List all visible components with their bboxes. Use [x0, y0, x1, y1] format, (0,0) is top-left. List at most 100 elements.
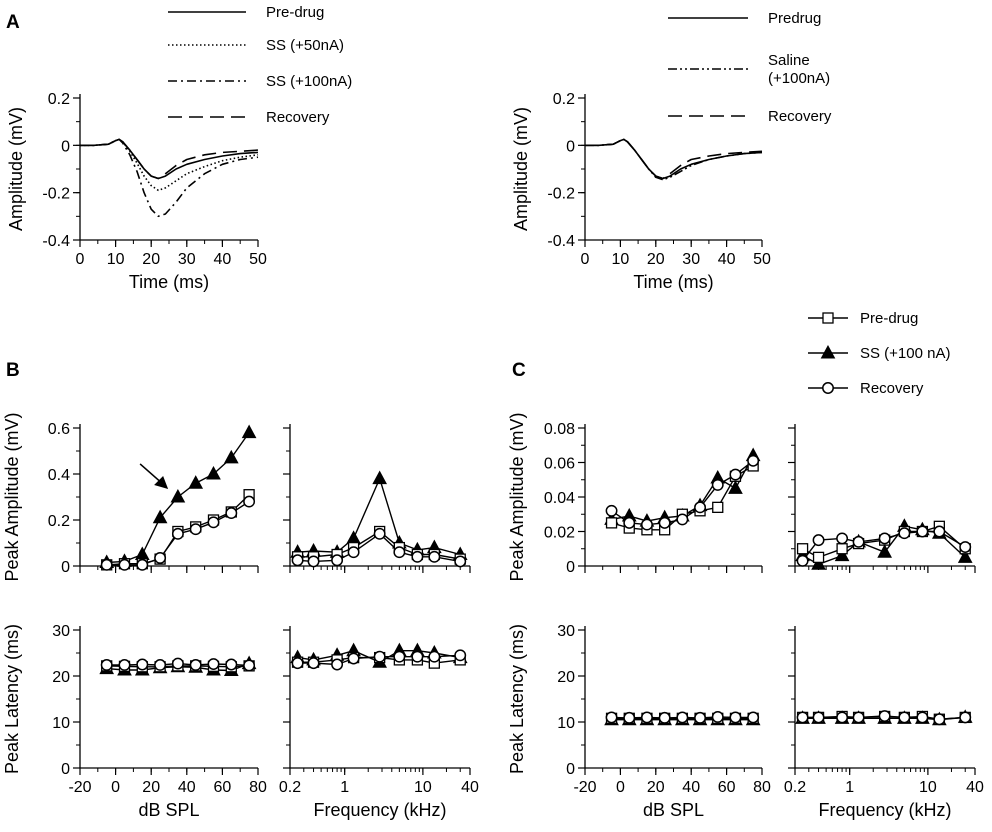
C_amp_level-point-circle — [641, 518, 653, 531]
B_lat_level-point-circle — [207, 658, 220, 670]
B_lat_freq-point-circle — [331, 658, 344, 671]
C_amp_freq-point-circle — [812, 534, 825, 547]
A_right-ytick-label: -0.4 — [547, 233, 575, 250]
C_lat_level-point-circle — [711, 710, 724, 723]
B_lat_level-point-circle — [189, 659, 202, 671]
C_lat_level-ytick-label: 10 — [557, 715, 575, 732]
C_lat_level-xtick-label: 80 — [753, 779, 771, 796]
C_amp_level-point-circle — [676, 513, 689, 526]
C_amp_level-ylabel: Peak Amplitude (mV) — [507, 412, 527, 581]
B_lat_level-xtick-label: 60 — [214, 779, 232, 796]
A_left-ytick-label: 0.2 — [48, 91, 70, 108]
B_lat_level-point-circle — [100, 659, 113, 671]
B_amp_level-point-triangle — [223, 449, 239, 464]
C_lat_level-xlabel: dB SPL — [643, 800, 704, 820]
C_lat_level-ytick-label: 30 — [557, 623, 575, 640]
C_lat_freq-point-circle — [852, 711, 865, 724]
C_lat_level-point-circle — [623, 711, 636, 724]
C_amp_level-ytick-label: 0.06 — [544, 456, 575, 473]
A_right-legend-label: Saline — [768, 52, 810, 69]
B_amp_freq-point-triangle — [372, 470, 387, 485]
B_amp_level-arrow-head — [154, 475, 169, 489]
C_lat_freq-point-circle — [898, 711, 911, 724]
A_left-ytick-label: 0 — [61, 138, 70, 155]
A_left-xtick-label: 10 — [107, 251, 125, 268]
A_right-xtick-label: 0 — [581, 251, 590, 268]
A_left-xtick-label: 0 — [76, 251, 85, 268]
B_amp_level-point-circle — [189, 523, 202, 536]
C_amp_level-point-circle — [747, 454, 760, 467]
B_lat_level-xtick-label: -20 — [68, 779, 91, 796]
A_right-xlabel: Time (ms) — [633, 272, 713, 292]
B_amp_level-point-triangle — [188, 475, 204, 489]
B_amp_freq-point-circle — [454, 555, 467, 568]
A_left-series-line — [80, 138, 259, 192]
B_lat_freq-point-circle — [307, 657, 320, 670]
B_amp_level-point-circle — [154, 552, 167, 564]
B_lat_level-xtick-label: 20 — [142, 779, 160, 796]
B_lat_level-point-circle — [136, 658, 149, 671]
A_left-xtick-label: 30 — [178, 251, 196, 268]
A_left-series-line — [80, 138, 259, 180]
C_lat_level-point-circle — [694, 711, 706, 724]
C_amp_freq-point-triangle — [811, 556, 826, 570]
B_amp_freq-point-circle — [428, 550, 441, 563]
B_lat_freq-xtick-label: 40 — [461, 779, 479, 796]
C_amp_freq-point-circle — [836, 532, 849, 545]
C_amp_freq-point-circle — [916, 525, 929, 538]
C_amp_level-point-circle — [658, 516, 671, 529]
B_amp_level-point-triangle — [152, 509, 168, 524]
B_amp_level-point-circle — [171, 527, 184, 540]
B_lat_freq-xtick-label: 1 — [340, 779, 349, 796]
legend-marker-triangle — [820, 344, 836, 359]
C_lat_level-ylabel: Peak Latency (ms) — [507, 624, 527, 774]
A_right-xtick-label: 10 — [612, 251, 630, 268]
B_lat_freq-point-circle — [373, 650, 386, 663]
A_left-ytick-label: -0.4 — [42, 233, 70, 250]
A_left-legend-label: Recovery — [266, 109, 330, 126]
C_lat_freq-point-circle — [836, 711, 849, 724]
C_lat_level-xtick-label: 40 — [682, 779, 700, 796]
A_right-xtick-label: 40 — [718, 251, 736, 268]
B_amp_freq-point-triangle — [346, 530, 361, 544]
C_lat_freq-xtick-label: 0.2 — [784, 779, 806, 796]
A_left-xtick-label: 20 — [142, 251, 160, 268]
C_lat_freq-xtick-label: 10 — [919, 779, 937, 796]
B_lat_level-point-circle — [171, 657, 184, 670]
C_lat_level-xtick-label: 20 — [647, 779, 665, 796]
A_right-legend-label: (+100nA) — [768, 70, 830, 87]
C_lat_freq-point-circle — [959, 711, 972, 724]
legend-label: Recovery — [860, 380, 924, 397]
C_lat_freq-xlabel: Frequency (kHz) — [818, 800, 951, 820]
B_lat_freq-point-circle — [347, 652, 360, 665]
B_amp_level-point-triangle — [134, 546, 150, 560]
C_lat_level-xtick-label: -20 — [573, 779, 596, 796]
A_left-ytick-label: -0.2 — [42, 186, 70, 203]
B_amp_level-point-triangle — [170, 488, 186, 503]
B_lat_freq-xtick-label: 10 — [414, 779, 432, 796]
C_lat_level-point-circle — [658, 711, 671, 724]
B_lat_level-xtick-label: 0 — [111, 779, 120, 796]
C_amp_freq-point-square — [812, 551, 825, 564]
B_lat_freq-xtick-label: 0.2 — [279, 779, 301, 796]
C_amp_level-point-circle — [623, 516, 636, 529]
B_amp_level-point-circle — [243, 495, 256, 508]
A_left-series-line — [80, 138, 259, 180]
A_right-series-line — [585, 138, 763, 180]
legend-label: SS (+100 nA) — [860, 345, 950, 362]
B_lat_freq-point-circle — [411, 650, 424, 663]
A_right-xtick-label: 50 — [753, 251, 771, 268]
panel-label-c: C — [512, 360, 526, 381]
B_amp_freq-point-circle — [291, 554, 304, 567]
B_lat_level-ylabel: Peak Latency (ms) — [2, 624, 22, 774]
B_lat_freq-point-circle — [454, 649, 467, 662]
B_lat_level-point-circle — [118, 659, 131, 671]
C_lat_freq-point-circle — [796, 711, 809, 724]
B_amp_level-point-circle — [136, 558, 149, 571]
B_amp_level-ytick-label: 0.6 — [48, 421, 70, 438]
C_amp_level-point-square — [712, 501, 724, 514]
C_amp_level-ytick-label: 0.02 — [544, 525, 575, 542]
B_lat_freq-point-circle — [291, 657, 304, 670]
B_lat_level-ytick-label: 30 — [52, 623, 70, 640]
